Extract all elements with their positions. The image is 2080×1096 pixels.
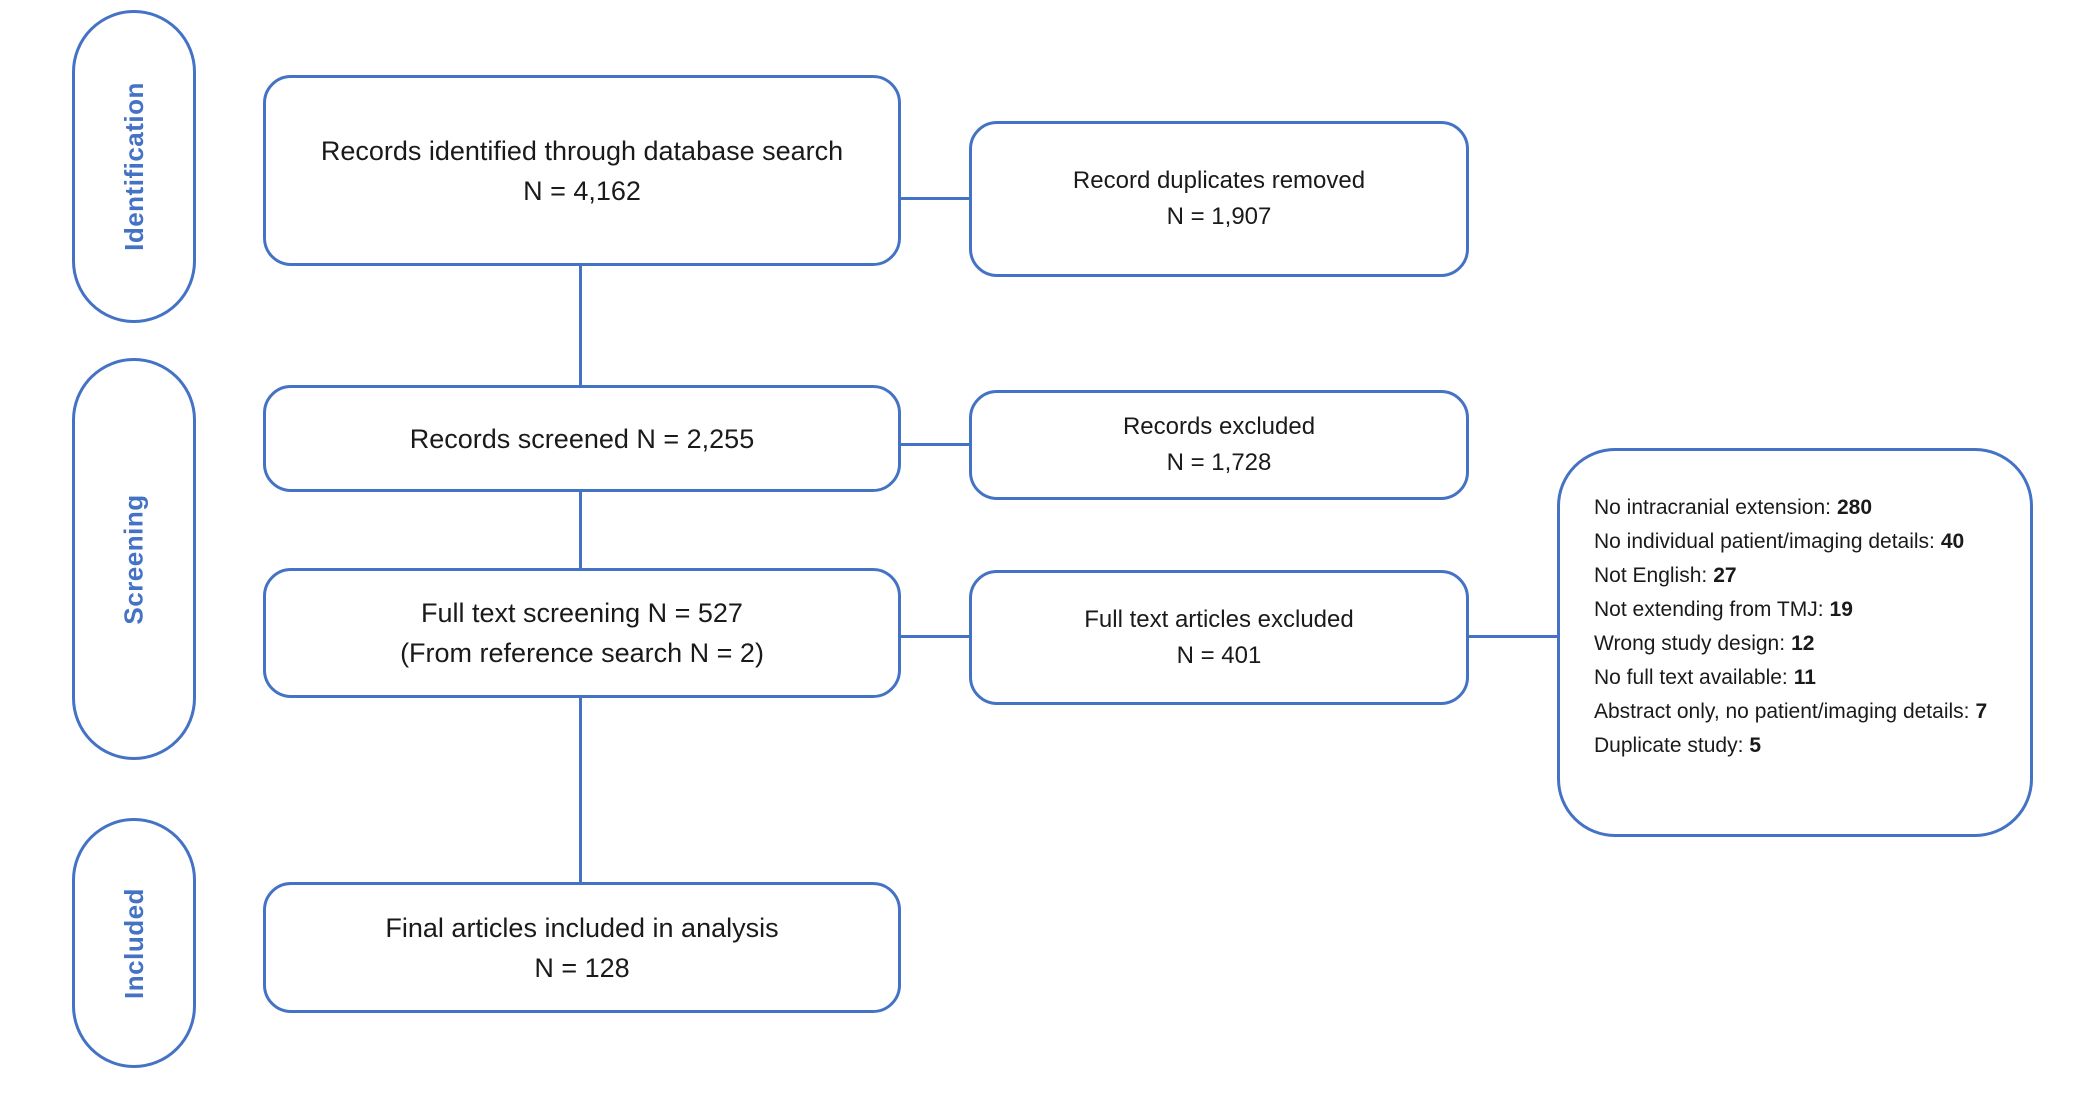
connector-screened-to-fulltext [579,492,582,568]
exclusion-reason-item: No intracranial extension: 280 [1594,491,2004,525]
exclusion-reason-count: 280 [1836,496,1873,519]
box-records-identified-line2: N = 4,162 [523,175,641,206]
exclusion-reason-item: Not English: 27 [1594,559,2004,593]
box-final-included: Final articles included in analysis N = … [263,882,901,1013]
box-final-included-line1: Final articles included in analysis [385,912,779,943]
exclusion-reason-count: 5 [1749,734,1762,757]
box-records-identified: Records identified through database sear… [263,75,901,266]
exclusion-reason-count: 40 [1940,530,1965,553]
connector-fulltext-to-final [579,698,582,882]
exclusion-reason-label: No intracranial extension: [1594,496,1831,519]
connector-screened-to-excluded [901,443,969,446]
box-records-identified-line1: Records identified through database sear… [320,135,844,166]
box-full-text-screening: Full text screening N = 527 (From refere… [263,568,901,698]
connector-fulltext-to-excluded [901,635,969,638]
exclusion-reason-count: 11 [1793,666,1816,689]
box-records-screened-line1: Records screened N = 2,255 [409,423,755,454]
exclusion-reason-label: Wrong study design: [1594,632,1786,655]
box-final-included-line2: N = 128 [534,952,630,983]
exclusion-reason-count: 27 [1713,564,1737,587]
box-full-text-excluded: Full text articles excluded N = 401 [969,570,1469,705]
box-full-text-screening-line1: Full text screening N = 527 [421,598,743,628]
stage-pill-included: Included [72,818,196,1068]
box-duplicates-removed-line2: N = 1,907 [1166,203,1272,230]
exclusion-reason-item: Duplicate study: 5 [1594,729,2004,763]
box-full-text-excluded-line2: N = 401 [1176,641,1262,669]
stage-label-screening: Screening [118,493,149,625]
stage-pill-identification: Identification [72,10,196,323]
stage-pill-screening: Screening [72,358,196,760]
exclusion-reason-label: Duplicate study: [1594,734,1744,757]
exclusion-reason-count: 19 [1829,598,1853,621]
exclusion-reason-item: No individual patient/imaging details: 40 [1594,525,2004,559]
exclusion-reason-item: Not extending from TMJ: 19 [1594,593,2004,627]
box-records-excluded-line1: Records excluded [1122,413,1316,440]
box-records-screened: Records screened N = 2,255 [263,385,901,492]
exclusion-reason-label: No full text available: [1594,666,1788,689]
exclusion-reason-count: 7 [1975,700,1988,723]
box-records-excluded: Records excluded N = 1,728 [969,390,1469,500]
exclusion-reason-item: No full text available: 11 [1594,661,2004,695]
exclusion-reason-label: No individual patient/imaging details: [1594,530,1935,553]
exclusion-reason-label: Not extending from TMJ: [1594,598,1824,621]
box-full-text-excluded-line1: Full text articles excluded [1084,605,1354,633]
exclusion-reason-label: Not English: [1594,564,1708,587]
exclusion-reason-count: 12 [1791,632,1815,655]
connector-excluded-to-reasons [1469,635,1557,638]
stage-label-included: Included [118,887,149,999]
box-duplicates-removed: Record duplicates removed N = 1,907 [969,121,1469,277]
exclusion-reason-item: Abstract only, no patient/imaging detail… [1594,695,2004,729]
box-records-excluded-line2: N = 1,728 [1166,449,1272,476]
stage-label-identification: Identification [118,82,149,251]
connector-identified-to-duplicates [901,197,969,200]
connector-identified-to-screened [579,266,582,385]
exclusion-reason-item: Wrong study design: 12 [1594,627,2004,661]
box-duplicates-removed-line1: Record duplicates removed [1072,167,1366,194]
box-exclusion-reasons: No intracranial extension: 280 No individ… [1557,448,2033,837]
exclusion-reason-label: Abstract only, no patient/imaging detail… [1594,700,1970,723]
box-full-text-screening-line2: (From reference search N = 2) [400,638,764,668]
